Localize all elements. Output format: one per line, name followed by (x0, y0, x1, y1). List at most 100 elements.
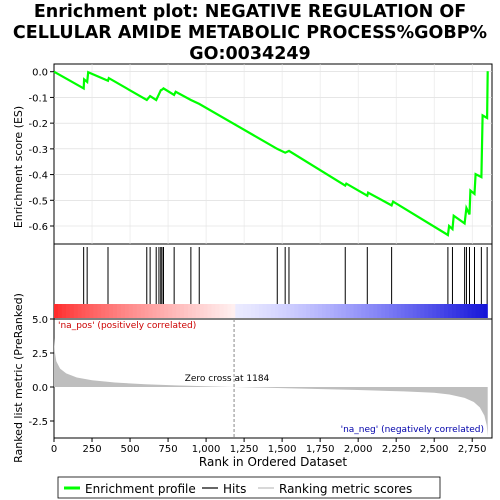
rank-band-segment (392, 304, 398, 318)
rank-band-segment (120, 304, 126, 318)
x-tick-label: 1,250 (230, 444, 259, 455)
rank-band-segment (199, 304, 205, 318)
rank-band-segment (475, 304, 480, 318)
rank-band-segment (369, 304, 374, 318)
rank-band-segment (73, 304, 79, 318)
x-tick-label: 1,500 (268, 444, 297, 455)
rank-band-segment (451, 304, 457, 318)
rank-band-segment (377, 304, 382, 318)
neg-label: 'na_neg' (negatively correlated) (341, 425, 484, 435)
rank-band-segment (310, 304, 315, 318)
metric-y-axis-label: Ranked list metric (PreRanked) (12, 293, 25, 463)
rank-band-segment (420, 304, 425, 318)
rank-band-segment (483, 304, 488, 318)
rank-band-segment (227, 304, 232, 318)
rank-band-segment (191, 304, 197, 318)
rank-band-segment (109, 304, 114, 318)
rank-band-segment (172, 304, 177, 318)
rank-band-segment (93, 304, 98, 318)
es-line (53, 70, 489, 237)
rank-band-segment (329, 304, 335, 318)
rank-band-segment (105, 304, 110, 318)
rank-band-segment (223, 304, 228, 318)
title-line-1: Enrichment plot: NEGATIVE REGULATION OF (33, 2, 467, 22)
metric-y-tick-label: 2.5 (32, 349, 48, 360)
rank-band-segment (463, 304, 469, 318)
es-y-tick-label: -0.1 (28, 93, 48, 104)
rank-band-segment (302, 304, 307, 318)
rank-band-segment (298, 304, 303, 318)
es-y-ticks: 0.0 -0.1 -0.2 -0.3 -0.4 -0.5 -0.6 (28, 68, 54, 233)
rank-band-segment (156, 304, 161, 318)
rank-band-segment (361, 304, 366, 318)
rank-band-segment (400, 304, 406, 318)
x-tick-label: 750 (159, 444, 178, 455)
es-y-tick-label: -0.3 (28, 145, 48, 156)
rank-band-segment (349, 304, 354, 318)
es-line-group (53, 70, 489, 237)
rank-band-segment (416, 304, 421, 318)
rank-band-segment (353, 304, 358, 318)
x-ticks: 0 250 500 750 1,000 1,250 1,500 1,750 2,000 2,250… (51, 438, 487, 455)
x-tick-label: 0 (51, 444, 57, 455)
rank-band-segment (384, 304, 390, 318)
rank-band-segment (388, 304, 394, 318)
rank-band-segment (54, 304, 59, 318)
rank-band-segment (432, 304, 437, 318)
metric-y-tick-label: 0.0 (32, 383, 48, 394)
rank-band-segment (408, 304, 413, 318)
rank-band-segment (128, 304, 134, 318)
rank-band-segment (471, 304, 477, 318)
rank-band-segment (290, 304, 295, 318)
rank-band-segment (113, 304, 118, 318)
rank-band-segment (266, 304, 272, 318)
rank-band-segment (448, 304, 453, 318)
x-tick-label: 500 (120, 444, 139, 455)
rank-band-segment (164, 304, 169, 318)
es-y-tick-label: -0.2 (28, 119, 48, 130)
rank-band-segment (258, 304, 264, 318)
rank-band-segment (274, 304, 279, 318)
rank-band-segment (176, 304, 181, 318)
rank-band-segment (373, 304, 378, 318)
rank-band-segment (97, 304, 102, 318)
rank-band-segment (345, 304, 350, 318)
rank-band-segment (341, 304, 346, 318)
rank-band-segment (148, 304, 153, 318)
rank-band-segment (124, 304, 130, 318)
rank-band-segment (479, 304, 484, 318)
x-tick-label: 1,750 (306, 444, 335, 455)
rank-band-segment (270, 304, 276, 318)
rank-band-segment (168, 304, 173, 318)
rank-band-segment (306, 304, 311, 318)
metric-y-tick-label: -2.5 (28, 417, 48, 428)
x-tick-label: 2,500 (420, 444, 449, 455)
legend-box (57, 476, 441, 499)
rank-band-segment (314, 304, 319, 318)
rank-band-segment (132, 304, 138, 318)
rank-band-segment (318, 304, 323, 318)
x-tick-label: 2,250 (382, 444, 411, 455)
rank-band-segment (231, 304, 236, 318)
rank-band-segment (136, 304, 142, 318)
es-y-tick-label: 0.0 (32, 68, 48, 79)
metric-y-ticks: 5.0 2.5 0.0 -2.5 (28, 315, 54, 428)
rank-band-segment (243, 304, 248, 318)
rank-band-segment (160, 304, 165, 318)
rank-band-segment (404, 304, 410, 318)
rank-band-segment (333, 304, 339, 318)
rank-band-segment (278, 304, 283, 318)
rank-band-segment (455, 304, 461, 318)
es-y-tick-label: -0.4 (28, 171, 48, 182)
hit-lines (83, 247, 488, 304)
rank-band-segment (282, 304, 287, 318)
es-gridlines (54, 64, 492, 244)
rank-band-segment (444, 304, 449, 318)
rank-band-segment (239, 304, 244, 318)
legend-metric-label: Ranking metric scores (279, 482, 412, 496)
rank-band-segment (187, 304, 193, 318)
title-line-3: GO:0034249 (189, 44, 311, 64)
rank-band-segment (211, 304, 216, 318)
rank-band-segment (459, 304, 465, 318)
rank-band-segment (57, 304, 63, 318)
